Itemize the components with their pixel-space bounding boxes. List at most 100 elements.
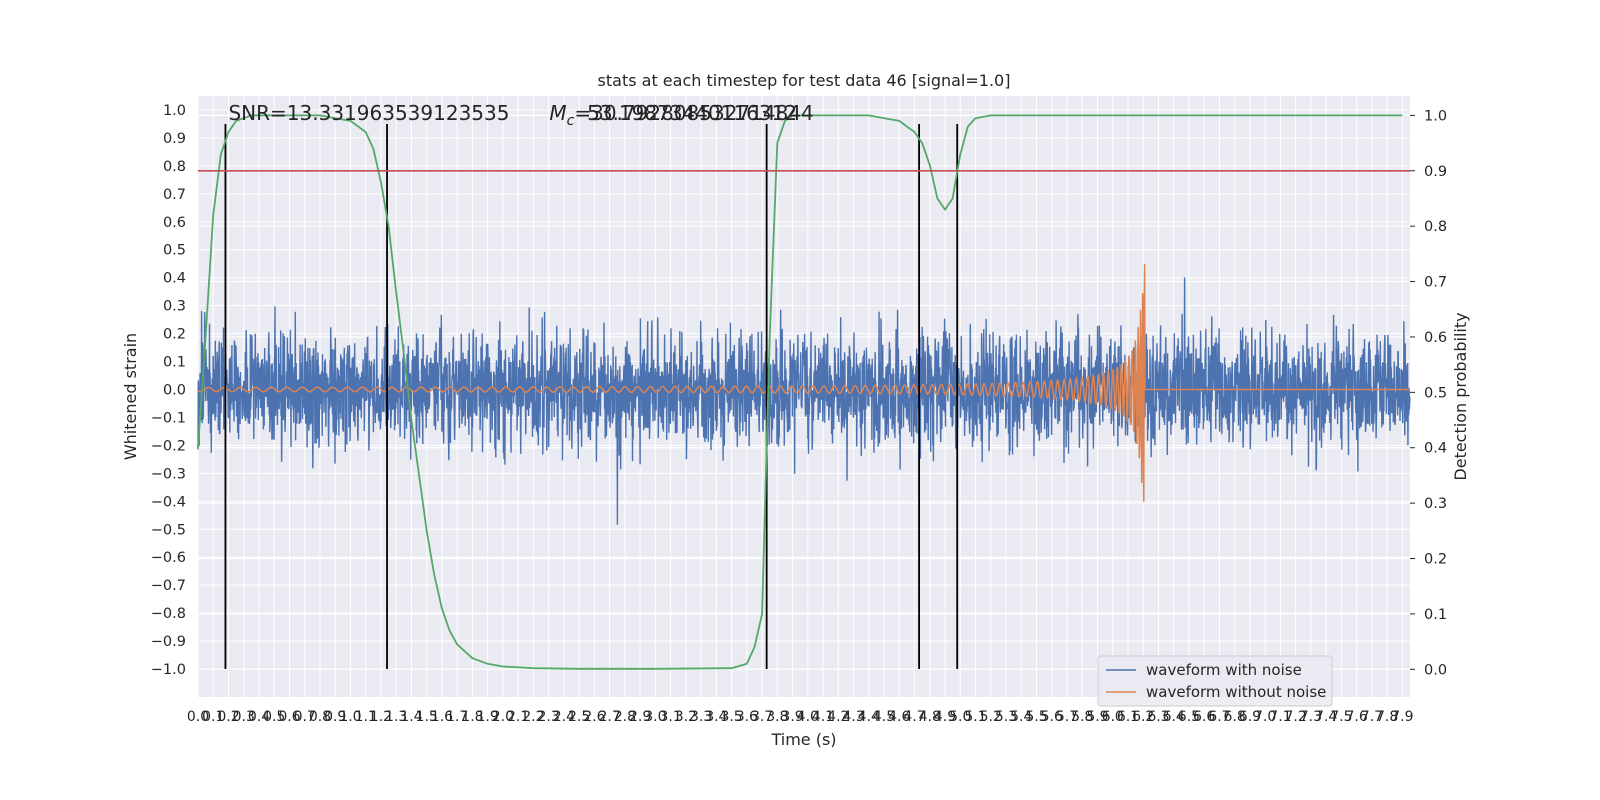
x-tick-label: 4.8 xyxy=(919,709,941,725)
x-tick-label: 6.7 xyxy=(1208,709,1230,725)
x-tick-label: 0.7 xyxy=(294,709,316,725)
y-tick-label: 0.3 xyxy=(163,299,186,315)
x-tick-label: 4.4 xyxy=(858,709,880,725)
snr-annotation: SNR=13.331963539123535 xyxy=(228,101,509,125)
mc2-annotation: 53.19873440116312 xyxy=(587,101,797,125)
x-tick-label: 1.9 xyxy=(477,709,499,725)
x-tick-label: 2.1 xyxy=(507,709,529,725)
x-tick-label: 5.6 xyxy=(1041,709,1063,725)
x-tick-label: 4.2 xyxy=(827,709,849,725)
y-tick-label: 0.5 xyxy=(163,243,186,259)
y-tick-label: 0.6 xyxy=(163,215,186,231)
x-tick-label: 7.9 xyxy=(1391,709,1413,725)
x-tick-label: 2.4 xyxy=(553,709,575,725)
x-tick-label: 4.0 xyxy=(797,709,819,725)
x-tick-label: 5.5 xyxy=(1025,709,1047,725)
chart-title: stats at each timestep for test data 46 … xyxy=(598,71,1011,90)
x-tick-label: 0.1 xyxy=(202,709,224,725)
x-tick-label: 3.5 xyxy=(720,709,742,725)
x-tick-label: 2.2 xyxy=(522,709,544,725)
y-tick-label: −0.2 xyxy=(151,438,186,454)
x-tick-label: 4.3 xyxy=(842,709,864,725)
x-tick-label: 5.1 xyxy=(964,709,986,725)
x-tick-label: 1.2 xyxy=(370,709,392,725)
x-tick-label: 5.3 xyxy=(995,709,1017,725)
legend-box xyxy=(1097,655,1333,707)
x-tick-label: 1.8 xyxy=(461,709,483,725)
x-tick-label: 0.2 xyxy=(217,709,239,725)
y2-tick-label: 0.8 xyxy=(1424,219,1447,235)
x-tick-label: 1.6 xyxy=(431,709,453,725)
x-tick-label: 3.3 xyxy=(690,709,712,725)
x-tick-label: 6.0 xyxy=(1102,709,1124,725)
x-tick-label: 5.2 xyxy=(980,709,1002,725)
x-tick-label: 3.2 xyxy=(675,709,697,725)
x-tick-label: 3.6 xyxy=(736,709,758,725)
y2-axis-ticks: 0.0 0.1 0.2 0.3 0.4 0.5 0.6 0.7 0.8 0.9 1.0 xyxy=(1410,108,1447,678)
y2-tick-label: 0.9 xyxy=(1424,164,1447,180)
x-tick-label: 4.7 xyxy=(903,709,925,725)
x-tick-label: 5.8 xyxy=(1071,709,1093,725)
x-tick-label: 0.0 xyxy=(187,709,209,725)
x-tick-label: 7.6 xyxy=(1346,709,1368,725)
y2-tick-label: 1.0 xyxy=(1424,108,1447,124)
mc-annotation: Mc=30.792808532714844 xyxy=(549,101,813,129)
x-tick-label: 2.5 xyxy=(568,709,590,725)
x-tick-label: 6.8 xyxy=(1224,709,1246,725)
y-tick-label: −0.8 xyxy=(151,606,186,622)
y-tick-label: 0.0 xyxy=(163,383,186,399)
y-tick-label: −1.0 xyxy=(151,662,186,678)
y-tick-label: 0.1 xyxy=(163,355,186,371)
x-tick-label: 2.7 xyxy=(598,709,620,725)
x-tick-label: 5.9 xyxy=(1086,709,1108,725)
legend-label-clean: waveform without noise xyxy=(1146,683,1326,701)
x-tick-label: 2.3 xyxy=(538,709,560,725)
y-tick-label: 1.0 xyxy=(163,103,186,119)
x-tick-label: 4.5 xyxy=(873,709,895,725)
x-tick-label: 2.0 xyxy=(492,709,514,725)
x-tick-label: 3.1 xyxy=(659,709,681,725)
x-tick-label: 0.6 xyxy=(278,709,300,725)
y2-tick-label: 0.0 xyxy=(1424,662,1447,678)
x-tick-label: 0.8 xyxy=(309,709,331,725)
x-tick-label: 3.8 xyxy=(766,709,788,725)
noise-line xyxy=(197,277,1411,525)
x-tick-label: 0.4 xyxy=(248,709,270,725)
vertical-markers xyxy=(224,123,959,670)
y-tick-label: 0.9 xyxy=(163,131,186,147)
y-tick-label: 0.2 xyxy=(163,327,186,343)
x-tick-label: 2.8 xyxy=(614,709,636,725)
y-tick-label: −0.9 xyxy=(151,634,186,650)
x-tick-label: 6.1 xyxy=(1117,709,1139,725)
x-tick-label: 7.2 xyxy=(1285,709,1307,725)
y-tick-label: −0.1 xyxy=(151,410,186,426)
x-tick-label: 1.4 xyxy=(400,709,422,725)
y-axis-ticks: −1.0 −0.9 −0.8 −0.7 −0.6 −0.5 −0.4 −0.3 −0.2 −0.1… xyxy=(151,103,186,678)
x-tick-label: 7.3 xyxy=(1300,709,1322,725)
x-tick-label: 2.9 xyxy=(629,709,651,725)
y-tick-label: −0.5 xyxy=(151,522,186,538)
y-tick-label: 0.8 xyxy=(163,159,186,175)
x-tick-label: 0.9 xyxy=(324,709,346,725)
y2-tick-label: 0.7 xyxy=(1424,275,1447,291)
y2-tick-label: 0.1 xyxy=(1424,607,1447,623)
x-tick-label: 3.4 xyxy=(705,709,727,725)
x-tick-label: 1.3 xyxy=(385,709,407,725)
x-tick-label: 6.2 xyxy=(1132,709,1154,725)
x-tick-label: 5.7 xyxy=(1056,709,1078,725)
x-tick-label: 6.6 xyxy=(1193,709,1215,725)
x-tick-label: 7.8 xyxy=(1376,709,1398,725)
clean-line xyxy=(197,264,1410,502)
y2-tick-label: 0.3 xyxy=(1424,496,1447,512)
series-waveform-without-noise xyxy=(197,264,1410,502)
y2-tick-label: 0.5 xyxy=(1424,385,1447,401)
x-tick-label: 7.7 xyxy=(1361,709,1383,725)
y-tick-label: −0.3 xyxy=(151,466,186,482)
x-tick-label: 3.9 xyxy=(781,709,803,725)
x-tick-label: 7.5 xyxy=(1330,709,1352,725)
x-tick-label: 0.5 xyxy=(263,709,285,725)
x-tick-label: 6.9 xyxy=(1239,709,1261,725)
y-tick-label: −0.4 xyxy=(151,494,186,510)
x-axis-label: Time (s) xyxy=(770,730,836,749)
x-tick-label: 4.6 xyxy=(888,709,910,725)
